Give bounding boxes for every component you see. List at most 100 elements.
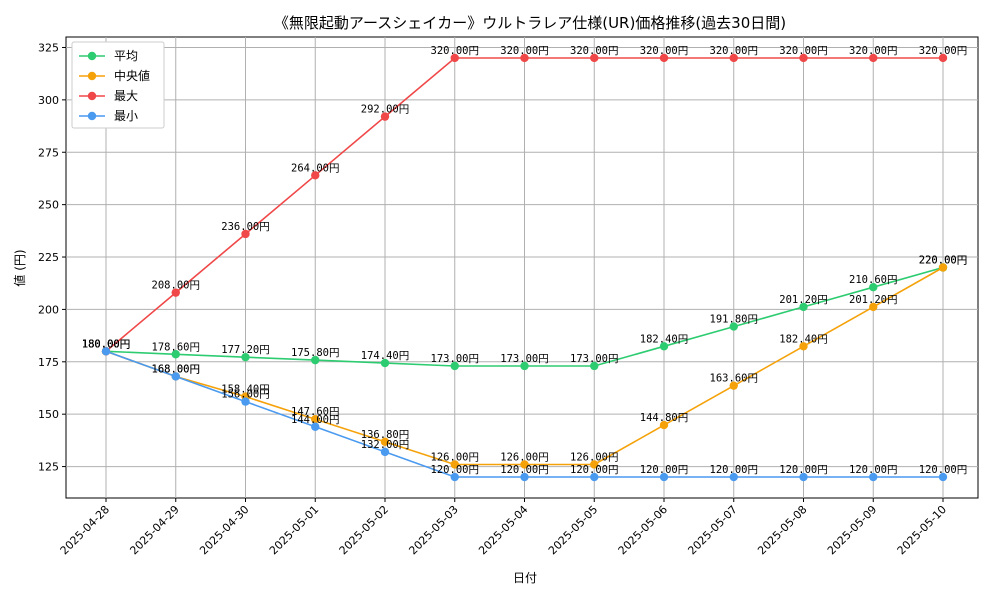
data-point [590, 460, 599, 469]
data-label: 168.00円 [152, 363, 200, 375]
data-label: 156.00円 [221, 389, 269, 401]
data-point [799, 472, 808, 482]
data-point [729, 381, 738, 390]
data-point [171, 288, 180, 297]
data-point [938, 472, 948, 482]
chart-title: 《無限起動アースシェイカー》ウルトラレア仕様(UR)価格推移(過去30日間) [274, 14, 786, 32]
data-point [938, 263, 948, 272]
legend-marker [87, 71, 97, 81]
data-label: 173.00円 [431, 353, 479, 365]
data-label: 147.60円 [291, 406, 339, 418]
y-tick-label: 300 [38, 94, 59, 107]
x-tick-label: 2025-05-07 [685, 503, 739, 557]
data-label: 177.20円 [221, 344, 269, 356]
data-label: 144.80円 [640, 412, 688, 424]
data-point [171, 350, 180, 359]
data-point [799, 53, 808, 63]
data-point [729, 472, 738, 482]
data-label: 163.60円 [710, 373, 758, 385]
x-axis: 2025-04-28 2025-04-29 2025-04-30 2025-05-01… [58, 498, 949, 557]
data-label: 136.80円 [361, 429, 409, 441]
data-label: 158.40円 [221, 384, 269, 396]
data-label: 120.00円 [849, 464, 897, 476]
data-label: 320.00円 [431, 45, 479, 57]
data-label: 120.00円 [570, 464, 618, 476]
data-point [380, 358, 390, 368]
y-tick-label: 275 [38, 146, 59, 159]
data-label: 320.00円 [779, 45, 827, 57]
x-tick-label: 2025-04-30 [197, 503, 251, 557]
x-tick-label: 2025-05-04 [476, 503, 530, 557]
data-label: 320.00円 [500, 45, 548, 57]
data-label: 264.00円 [291, 162, 339, 174]
data-point [729, 53, 738, 63]
data-label: 132.00円 [361, 439, 409, 451]
y-tick-label: 225 [38, 251, 59, 264]
data-label: 220.00円 [919, 255, 967, 267]
legend-marker [87, 111, 97, 121]
data-point [241, 229, 250, 239]
y-tick-label: 125 [38, 461, 59, 474]
legend-label: 中央値 [114, 68, 150, 83]
data-point [938, 53, 948, 63]
data-point [380, 112, 390, 121]
data-point [311, 355, 320, 365]
data-point [659, 420, 669, 430]
legend-box [71, 41, 165, 129]
series-group [101, 53, 948, 482]
data-point [311, 415, 320, 424]
data-point [590, 361, 599, 371]
x-tick-label: 2025-05-10 [895, 503, 949, 557]
data-label: 178.60円 [152, 341, 200, 353]
data-label: 174.40円 [361, 350, 409, 362]
legend-label: 最大 [114, 89, 138, 103]
data-point [311, 171, 320, 180]
data-label: 320.00円 [849, 45, 897, 57]
data-label: 320.00円 [710, 45, 758, 57]
x-tick-label: 2025-04-29 [127, 503, 181, 557]
data-label: 208.00円 [152, 280, 200, 292]
data-label: 180.00円 [82, 338, 130, 350]
data-point [520, 472, 529, 482]
data-point [520, 53, 529, 63]
data-label: 292.00円 [361, 104, 409, 116]
y-axis-label: 値 (円) [12, 249, 27, 286]
data-point [729, 322, 738, 331]
data-label: 120.00円 [640, 464, 688, 476]
data-label: 120.00円 [710, 464, 758, 476]
x-tick-label: 2025-05-02 [337, 503, 391, 557]
data-point [799, 302, 808, 312]
data-label: 126.00円 [570, 451, 618, 463]
data-point [241, 352, 250, 362]
data-label: 210.60円 [849, 274, 897, 286]
data-label: 180.00円 [82, 338, 130, 350]
legend-marker [87, 91, 97, 101]
x-tick-label: 2025-05-08 [755, 503, 809, 557]
x-axis-label: 日付 [513, 571, 537, 585]
x-tick-label: 2025-05-01 [267, 503, 321, 557]
legend-marker [87, 51, 97, 61]
data-label: 120.00円 [500, 464, 548, 476]
data-point [659, 53, 669, 63]
plot-area [65, 36, 979, 499]
data-label: 220.00円 [919, 255, 967, 267]
data-label: 180.00円 [82, 338, 130, 350]
data-point [450, 53, 459, 63]
data-label: 168.00円 [152, 363, 200, 375]
data-label: 180.00円 [82, 338, 130, 350]
y-tick-label: 200 [38, 303, 59, 316]
data-point [520, 460, 529, 469]
data-point [869, 302, 878, 312]
data-labels: 180.00円 178.60円 177.20円 175.80円 174.40円 173.0… [82, 45, 967, 476]
data-point [869, 472, 878, 482]
data-label: 182.40円 [640, 333, 688, 345]
data-point [659, 472, 669, 482]
data-point [450, 472, 459, 482]
data-point [590, 472, 599, 482]
y-tick-label: 175 [38, 356, 59, 369]
data-point [450, 361, 459, 371]
data-point [590, 53, 599, 63]
data-label: 173.00円 [500, 353, 548, 365]
data-point [799, 342, 808, 351]
